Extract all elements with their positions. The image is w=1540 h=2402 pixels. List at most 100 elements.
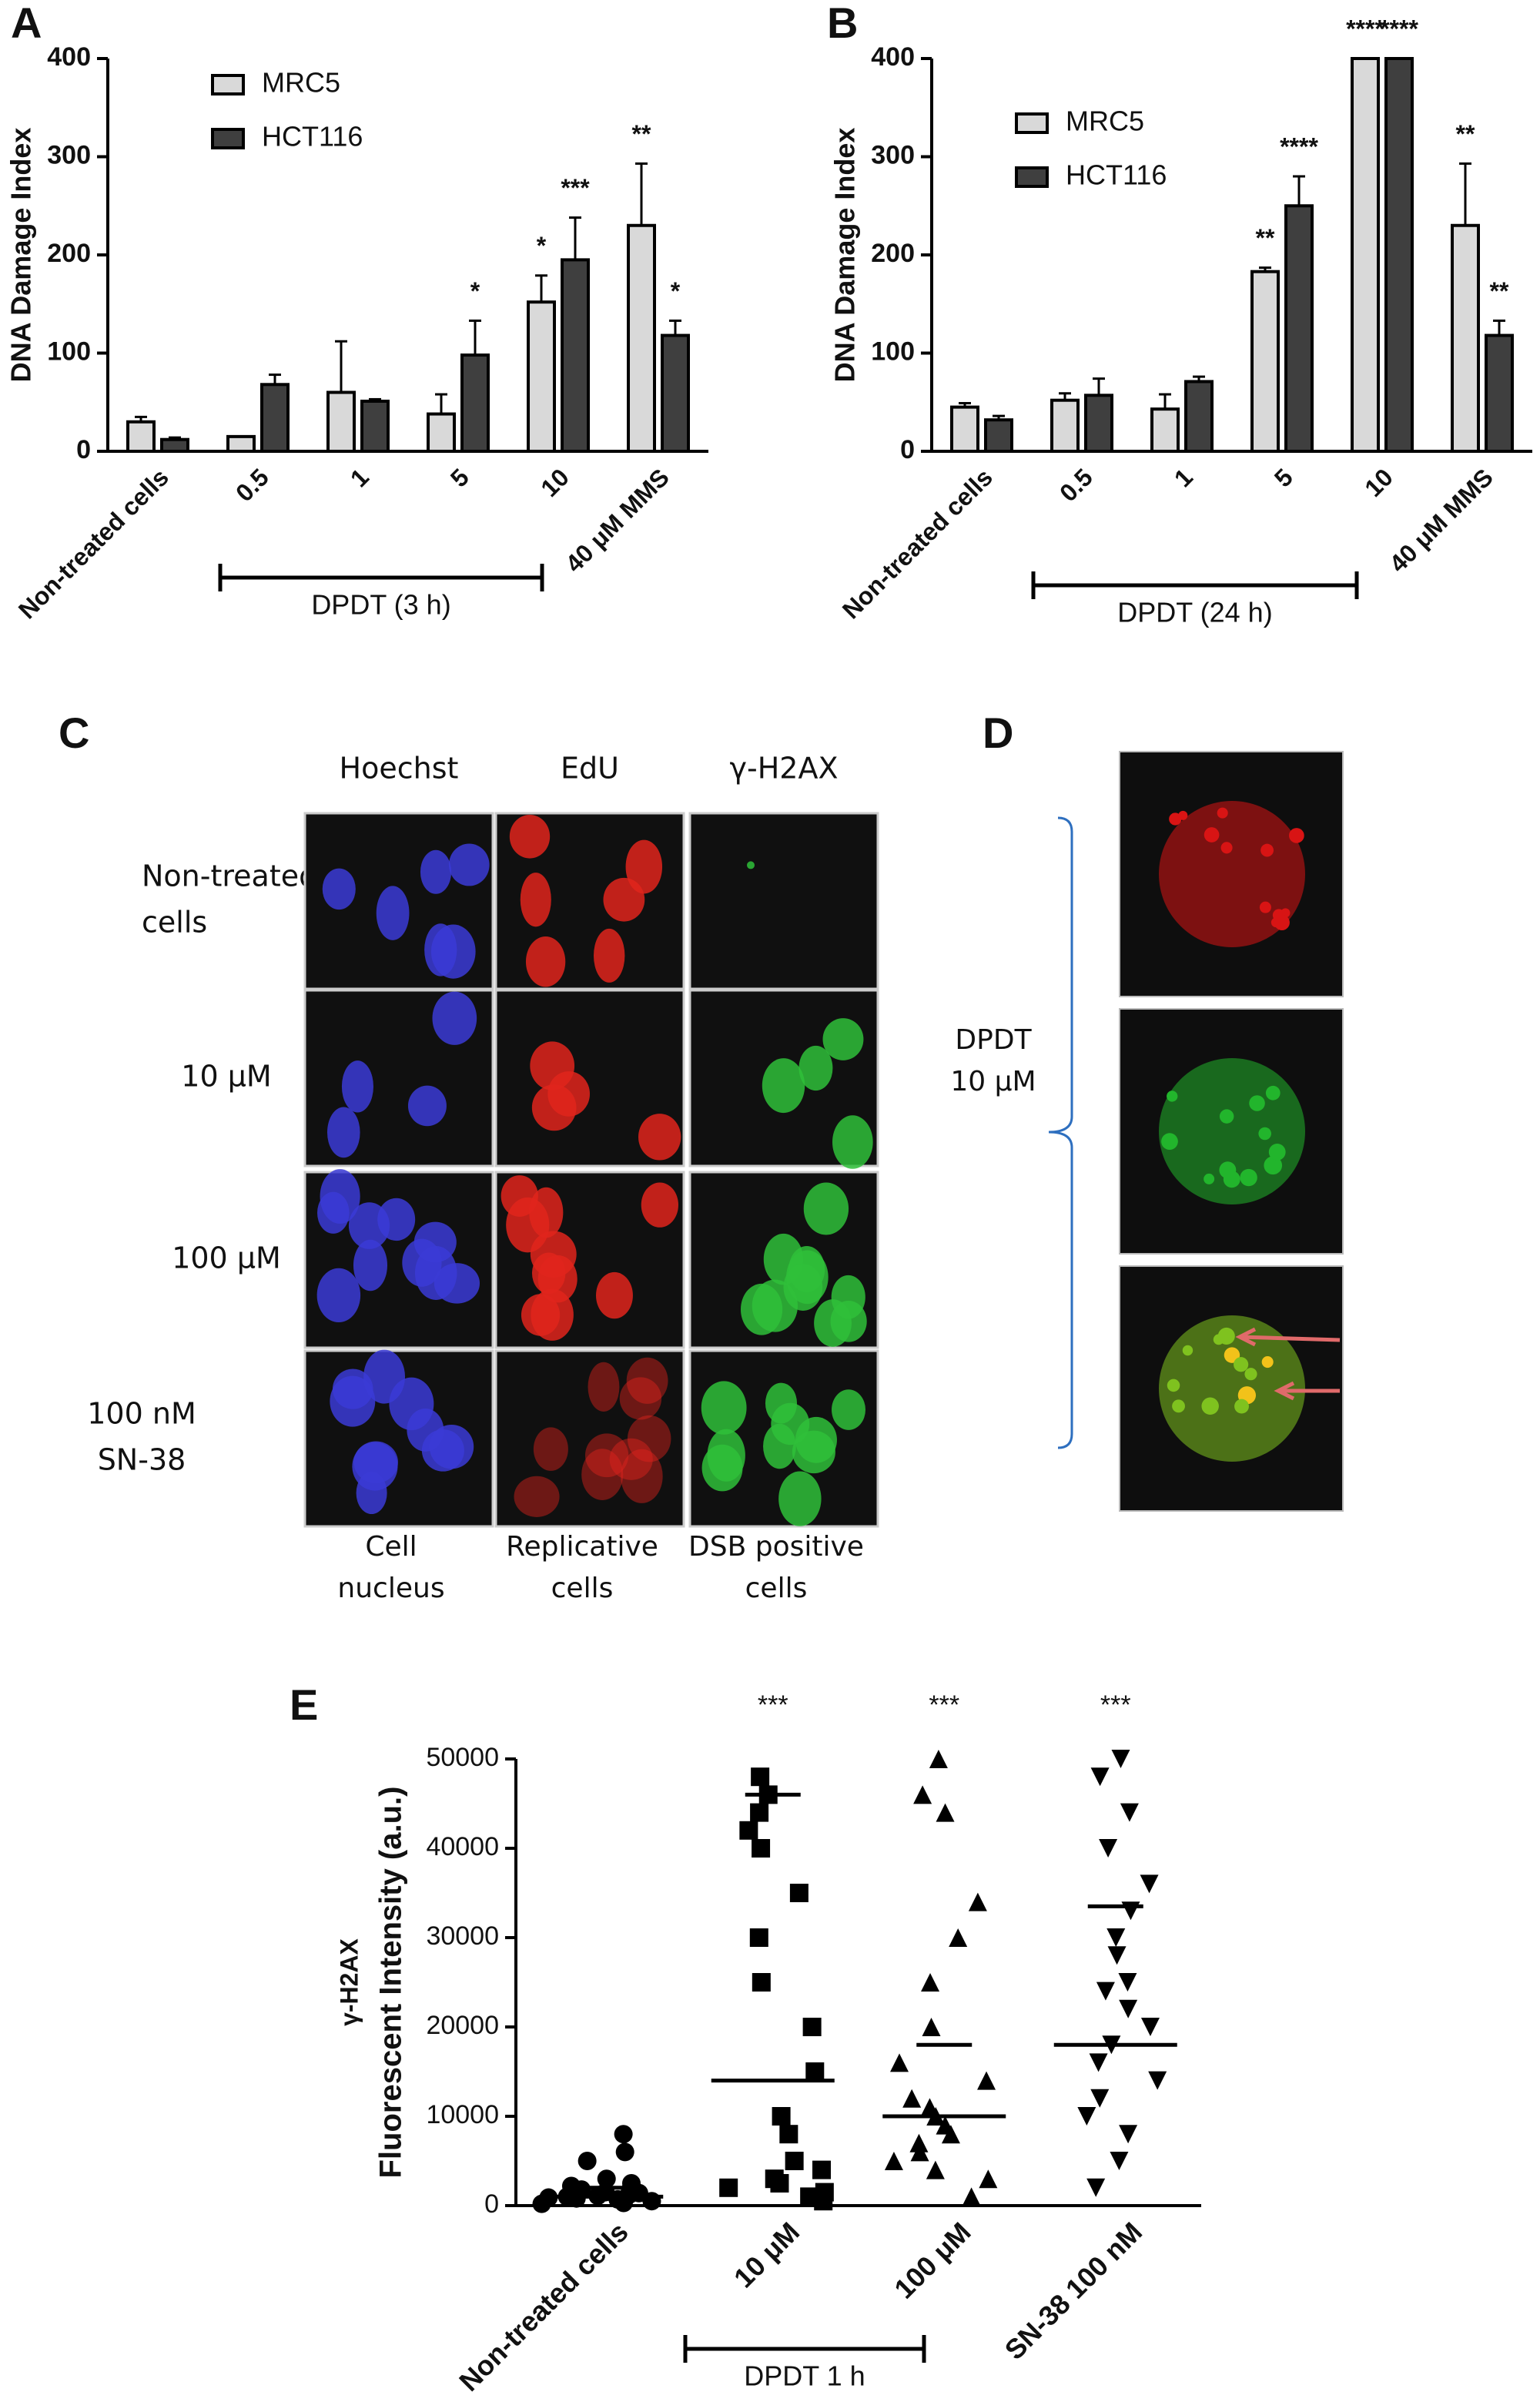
cell (831, 1275, 865, 1319)
legend-label: HCT116 (262, 121, 363, 152)
y-axis-label: DNA Damage Index (829, 128, 861, 383)
data-point (1090, 2089, 1110, 2108)
data-point (1099, 1839, 1118, 1858)
cell (792, 1430, 835, 1474)
data-point (913, 1785, 932, 1804)
column-footer: Cell (365, 1531, 417, 1563)
data-point (1077, 2107, 1096, 2126)
cell (500, 1175, 538, 1217)
data-point (902, 2089, 922, 2108)
data-point (812, 2160, 832, 2179)
micrograph (688, 812, 879, 990)
focus (1224, 1347, 1240, 1363)
column-footer: cells (551, 1573, 614, 1604)
bar (226, 434, 256, 453)
data-point (922, 2018, 941, 2036)
data-point (936, 1803, 955, 1822)
focus (1234, 1399, 1249, 1414)
cell (448, 843, 490, 886)
cell (638, 1114, 681, 1161)
legend-swatch (211, 74, 245, 95)
focus (1259, 901, 1271, 913)
significance-label: *** (929, 1690, 959, 1720)
y-axis-label: Fluorescent Intensity (a.u.) (374, 1787, 408, 2179)
panel-d-label: 10 μM (950, 1066, 1036, 1097)
data-point (1148, 2071, 1167, 2090)
cell (746, 861, 755, 869)
cell (584, 1433, 629, 1478)
focus (1265, 1085, 1281, 1100)
cell (352, 1442, 398, 1491)
cell (531, 1288, 574, 1341)
focus (1217, 1327, 1235, 1345)
row-label: cells (142, 906, 207, 940)
cell (520, 873, 551, 927)
bracket (1048, 816, 1073, 1449)
x-tick-label: 0.5 (230, 463, 274, 507)
data-point (1118, 1973, 1137, 1992)
cell (609, 1438, 653, 1480)
cell (332, 1369, 373, 1409)
significance-label: **** (1280, 132, 1318, 160)
y-tick-label: 100 (871, 337, 915, 366)
cell (740, 1283, 783, 1335)
arrow (1274, 1381, 1340, 1401)
x-tick-label: 10 (1359, 463, 1398, 502)
x-tick-label: 10 (535, 463, 574, 502)
data-point (909, 2133, 929, 2152)
data-point (890, 2053, 909, 2072)
bar (1150, 407, 1180, 453)
y-tick-label: 300 (871, 140, 915, 169)
column-title: γ-H2AX (730, 752, 839, 786)
arrow (1235, 1327, 1341, 1347)
x-tick-label: 40 μM MMS (560, 463, 675, 578)
focus (1219, 1161, 1237, 1179)
data-point (1086, 2178, 1106, 2197)
bar (126, 420, 156, 453)
focus (1240, 1168, 1257, 1187)
cell (832, 1389, 865, 1430)
bar (1084, 394, 1113, 454)
cell (316, 1268, 361, 1322)
x-tick-label: 1 (345, 463, 374, 492)
data-point (815, 2183, 834, 2202)
data-point (1096, 1982, 1115, 2001)
data-point (968, 1892, 987, 1911)
focus (1201, 1397, 1219, 1415)
data-point (739, 1821, 758, 1840)
y-tick-label: 0 (76, 435, 91, 464)
y-tick-label: 200 (871, 239, 915, 268)
data-point (1119, 2125, 1138, 2144)
data-point (749, 1928, 768, 1947)
panel-letter: D (983, 709, 1013, 757)
panel-d-label: DPDT (955, 1024, 1032, 1056)
focus (1289, 828, 1304, 843)
significance-label: **** (1380, 15, 1418, 42)
legend-label: HCT116 (1066, 159, 1167, 191)
focus (1258, 1127, 1271, 1141)
x-tick-label: 40 μM MMS (1384, 463, 1498, 578)
cell (621, 1449, 663, 1503)
focus (1217, 807, 1228, 819)
bar (1384, 57, 1414, 453)
bar (1250, 270, 1280, 453)
x-tick-label: 5 (1269, 463, 1298, 492)
focus (1172, 1399, 1185, 1413)
focus (1274, 914, 1290, 930)
focus (1167, 1379, 1180, 1392)
data-point (578, 2152, 597, 2170)
data-point (779, 2125, 798, 2144)
focus (1182, 1345, 1194, 1356)
cell (363, 1349, 406, 1404)
cell (348, 1202, 390, 1249)
significance-label: * (671, 277, 681, 305)
focus (1261, 1356, 1274, 1369)
group-label: DPDT (24 h) (1117, 597, 1272, 628)
data-point (789, 1884, 808, 1902)
significance-label: **** (1346, 15, 1384, 42)
legend-swatch (1015, 166, 1049, 188)
row-label: 100 μM (172, 1241, 281, 1275)
significance-label: ** (1256, 224, 1275, 252)
data-point (921, 1973, 940, 1992)
cell (588, 1362, 620, 1412)
